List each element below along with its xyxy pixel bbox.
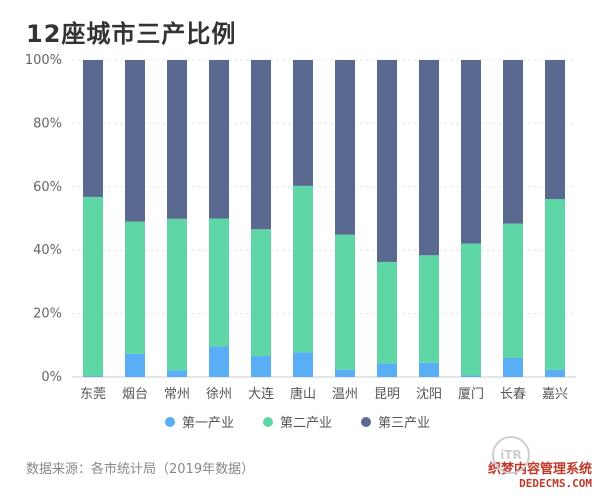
- bar-segment: [167, 370, 187, 377]
- y-tick-label: 40%: [33, 243, 62, 258]
- x-tick-label: 长春: [500, 387, 526, 402]
- x-tick-label: 徐州: [206, 387, 232, 402]
- bar-segment: [377, 60, 397, 262]
- y-tick-label: 20%: [33, 307, 62, 322]
- bar-segment: [125, 221, 145, 354]
- legend-label: 第一产业: [182, 416, 234, 431]
- bar-segment: [545, 199, 565, 370]
- watermark-url: DEDECMS.COM: [519, 477, 592, 490]
- bar-segment: [209, 60, 229, 219]
- bar-segment: [503, 223, 523, 358]
- bar-segment: [209, 218, 229, 347]
- x-tick-label: 烟台: [122, 387, 148, 402]
- bar-segment: [251, 229, 271, 357]
- bar-segment: [293, 352, 313, 377]
- x-tick-label: 厦门: [458, 387, 484, 402]
- bar-segment: [293, 60, 313, 186]
- watermark: iTR 织梦内容管理系统 DEDECMS.COM: [488, 436, 592, 490]
- x-tick-label: 昆明: [374, 387, 400, 402]
- bar-segment: [461, 60, 481, 244]
- bar-segment: [377, 261, 397, 364]
- bar-segment: [335, 60, 355, 235]
- bar-segment: [125, 353, 145, 377]
- x-tick-label: 大连: [248, 386, 274, 402]
- stacked-bar-chart: 0% 20% 40% 60% 80% 100% 东莞 烟台 常州 徐州 大连 唐山 温州 昆明 沈阳 厦门 长春…: [25, 53, 576, 431]
- bar-segment: [461, 375, 481, 377]
- bar-segment: [419, 362, 439, 377]
- bar-segment: [251, 60, 271, 230]
- watermark-logo: iTR: [492, 436, 530, 474]
- bar-segment: [503, 357, 523, 377]
- x-tick-label: 常州: [164, 387, 190, 402]
- x-tick-label: 沈阳: [416, 387, 442, 402]
- x-tick-label: 唐山: [290, 386, 316, 402]
- legend-marker: [361, 417, 371, 427]
- legend-marker: [165, 417, 175, 427]
- bar-segment: [293, 185, 313, 353]
- chart-title: 12座城市三产比例: [26, 20, 237, 48]
- y-tick-label: 60%: [33, 180, 62, 195]
- legend-label: 第二产业: [280, 416, 332, 431]
- bar-segment: [83, 376, 103, 377]
- x-tick-label: 嘉兴: [542, 387, 568, 402]
- bar-segment: [125, 60, 145, 222]
- bar-segment: [503, 60, 523, 224]
- x-tick-label: 温州: [332, 387, 358, 402]
- y-tick-label: 100%: [25, 53, 62, 68]
- bar-segment: [167, 218, 187, 371]
- bar-segment: [545, 369, 565, 377]
- x-tick-label: 东莞: [80, 387, 106, 402]
- data-source-note: 数据来源：各市统计局（2019年数据）: [26, 462, 255, 477]
- legend-marker: [263, 417, 273, 427]
- y-tick-label: 80%: [33, 116, 62, 131]
- y-tick-label: 0%: [41, 370, 62, 385]
- bar-segment: [209, 346, 229, 377]
- bar-segment: [335, 234, 355, 370]
- bar-segment: [419, 60, 439, 256]
- bar-segment: [335, 369, 355, 377]
- bar-segment: [167, 60, 187, 219]
- bar-segment: [545, 60, 565, 200]
- bar-segment: [251, 356, 271, 377]
- bar-segment: [377, 363, 397, 377]
- bar-segment: [83, 60, 103, 197]
- bar-segment: [83, 196, 103, 377]
- bar-segment: [419, 255, 439, 363]
- legend-label: 第三产业: [378, 416, 430, 431]
- bar-segment: [461, 243, 481, 376]
